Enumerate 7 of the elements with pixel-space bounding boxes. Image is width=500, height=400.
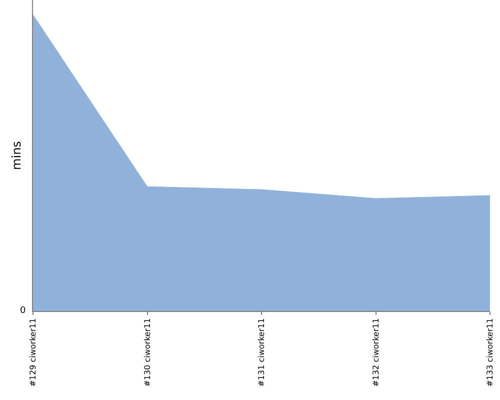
x-tick-label: #133 ciworker11 [486, 318, 495, 387]
x-tick-label: #129 ciworker11 [28, 318, 38, 387]
text: 0 [20, 306, 26, 316]
y-axis-title: mins [9, 141, 24, 170]
x-tick-label: #130 ciworker11 [142, 318, 152, 387]
x-tick-label: #132 ciworker11 [371, 318, 380, 387]
x-tick-label: #131 ciworker11 [257, 318, 266, 387]
